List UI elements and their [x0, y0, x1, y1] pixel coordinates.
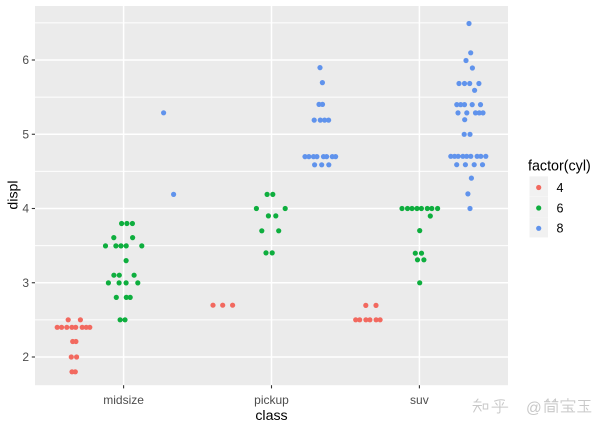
svg-text:pickup: pickup [254, 393, 289, 407]
svg-text:6: 6 [557, 201, 564, 215]
svg-text:class: class [255, 408, 287, 424]
svg-text:6: 6 [22, 53, 29, 67]
svg-text:3: 3 [22, 276, 29, 290]
svg-text:factor(cyl): factor(cyl) [528, 159, 591, 175]
svg-text:@: @ [526, 400, 542, 417]
svg-text:8: 8 [557, 222, 564, 236]
svg-text:4: 4 [557, 181, 564, 195]
svg-text:midsize: midsize [103, 393, 144, 407]
svg-text:suv: suv [410, 393, 429, 407]
svg-text:4: 4 [22, 202, 29, 216]
svg-text:displ: displ [6, 180, 22, 209]
svg-text:5: 5 [22, 127, 29, 141]
svg-text:2: 2 [22, 350, 29, 364]
